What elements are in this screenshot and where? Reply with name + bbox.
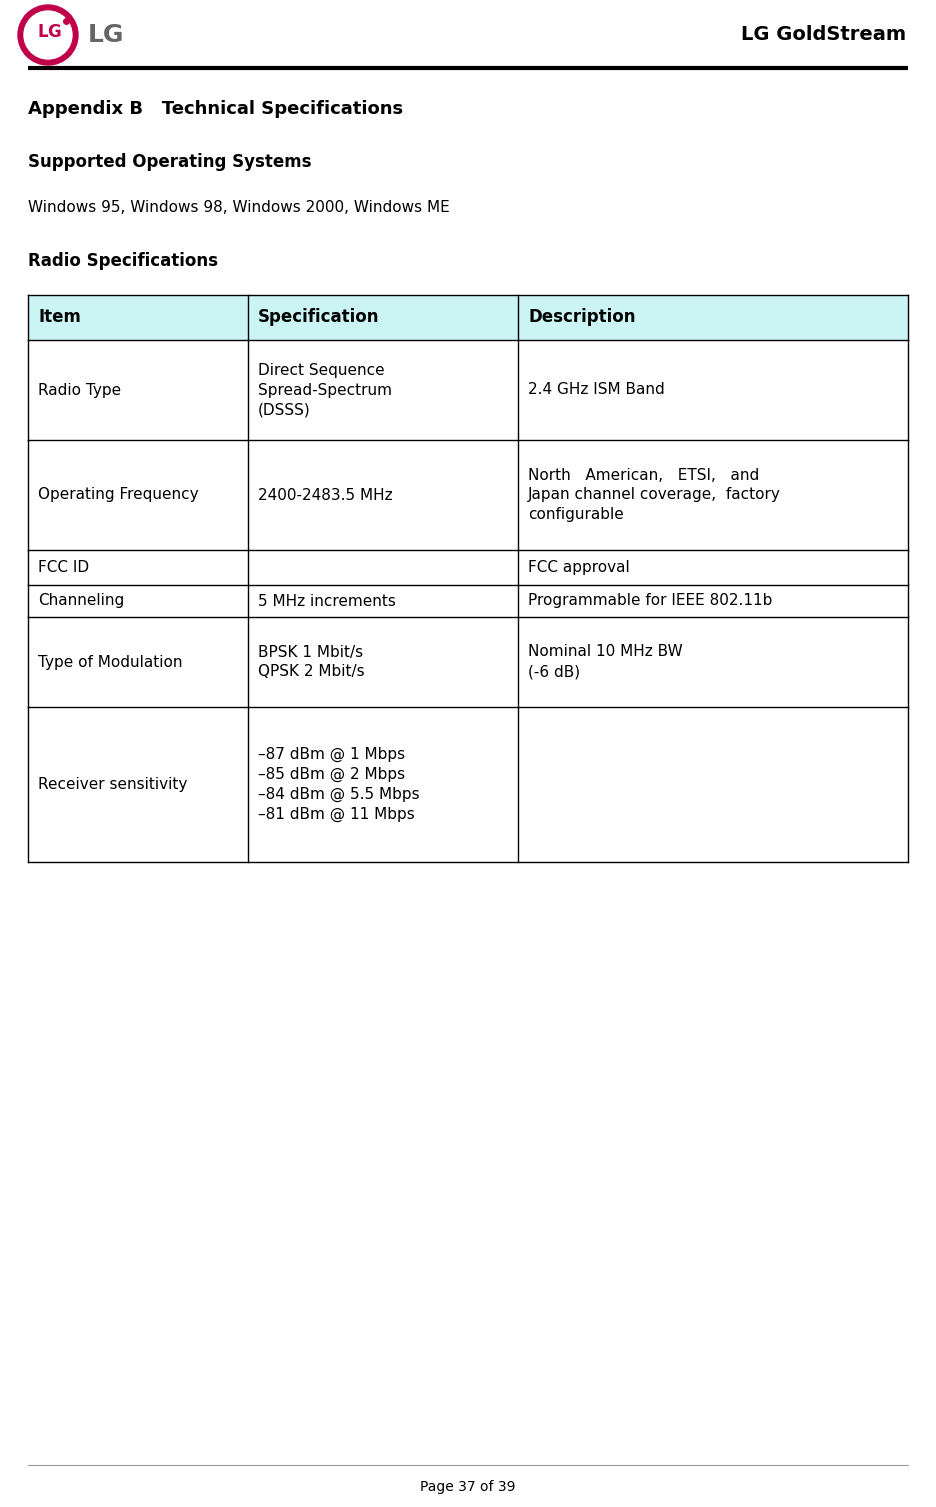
Text: Channeling: Channeling: [38, 594, 124, 609]
Text: FCC ID: FCC ID: [38, 561, 89, 576]
Circle shape: [24, 11, 72, 59]
Text: Programmable for IEEE 802.11b: Programmable for IEEE 802.11b: [528, 594, 772, 609]
Text: –87 dBm @ 1 Mbps: –87 dBm @ 1 Mbps: [258, 747, 405, 763]
Text: (DSSS): (DSSS): [258, 402, 311, 417]
Text: –85 dBm @ 2 Mbps: –85 dBm @ 2 Mbps: [258, 767, 405, 782]
Text: Nominal 10 MHz BW: Nominal 10 MHz BW: [528, 645, 682, 660]
Text: Japan channel coverage,  factory: Japan channel coverage, factory: [528, 487, 781, 502]
Text: Item: Item: [38, 309, 80, 327]
Text: Spread-Spectrum: Spread-Spectrum: [258, 383, 392, 398]
Text: –84 dBm @ 5.5 Mbps: –84 dBm @ 5.5 Mbps: [258, 787, 419, 802]
Text: FCC approval: FCC approval: [528, 561, 630, 576]
Text: Receiver sensitivity: Receiver sensitivity: [38, 778, 187, 793]
Text: 2400-2483.5 MHz: 2400-2483.5 MHz: [258, 487, 392, 502]
Text: Windows 95, Windows 98, Windows 2000, Windows ME: Windows 95, Windows 98, Windows 2000, Wi…: [28, 200, 450, 216]
Text: –81 dBm @ 11 Mbps: –81 dBm @ 11 Mbps: [258, 806, 415, 823]
Circle shape: [18, 5, 78, 65]
Text: Specification: Specification: [258, 309, 379, 327]
Text: Appendix B   Technical Specifications: Appendix B Technical Specifications: [28, 99, 403, 118]
Bar: [28, 295, 908, 341]
Text: 2.4 GHz ISM Band: 2.4 GHz ISM Band: [528, 383, 665, 398]
Text: LG: LG: [88, 23, 124, 47]
Text: LG GoldStream: LG GoldStream: [741, 26, 906, 45]
Text: L: L: [37, 23, 49, 41]
Text: Direct Sequence: Direct Sequence: [258, 363, 385, 377]
Text: G: G: [47, 23, 61, 41]
Text: QPSK 2 Mbit/s: QPSK 2 Mbit/s: [258, 665, 365, 680]
Text: (-6 dB): (-6 dB): [528, 665, 580, 680]
Text: Page 37 of 39: Page 37 of 39: [420, 1480, 516, 1493]
Text: Radio Type: Radio Type: [38, 383, 121, 398]
Text: Type of Modulation: Type of Modulation: [38, 654, 183, 669]
Text: BPSK 1 Mbit/s: BPSK 1 Mbit/s: [258, 645, 363, 660]
Text: Operating Frequency: Operating Frequency: [38, 487, 198, 502]
Text: Description: Description: [528, 309, 636, 327]
Text: North   American,   ETSI,   and: North American, ETSI, and: [528, 467, 759, 482]
Text: Radio Specifications: Radio Specifications: [28, 252, 218, 270]
Text: 5 MHz increments: 5 MHz increments: [258, 594, 396, 609]
Text: configurable: configurable: [528, 508, 623, 523]
Text: Supported Operating Systems: Supported Operating Systems: [28, 154, 312, 170]
